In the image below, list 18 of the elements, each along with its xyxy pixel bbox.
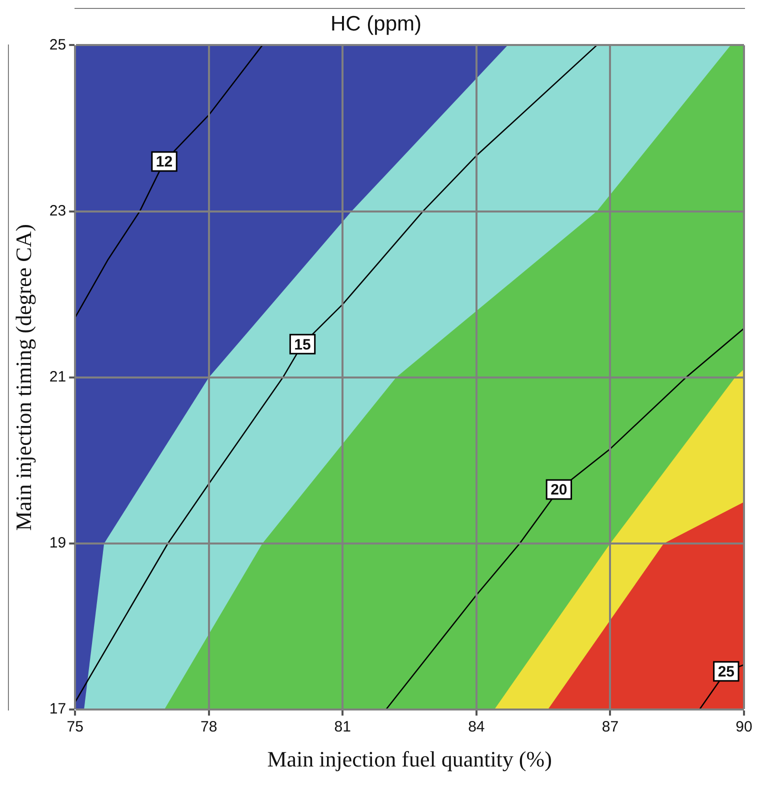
y-tick-label: 25	[49, 36, 66, 54]
x-tick-label: 87	[602, 718, 619, 736]
x-tick-label: 84	[468, 718, 485, 736]
x-axis-title: Main injection fuel quantity (%)	[267, 746, 552, 772]
y-tick-label: 17	[49, 700, 66, 718]
chart-title: HC (ppm)	[330, 12, 422, 36]
series-label: 15	[294, 336, 311, 354]
series-label: 12	[156, 154, 173, 171]
y-axis-title: Main injection timing (degree CA)	[10, 224, 36, 531]
y-tick-label: 21	[49, 368, 66, 386]
y-tick-label: 23	[49, 202, 66, 220]
y-tick-label: 19	[49, 534, 66, 552]
x-tick-label: 78	[200, 718, 218, 736]
x-tick-label: 75	[66, 718, 84, 736]
x-tick-label: 81	[334, 718, 351, 736]
x-tick-label: 90	[736, 718, 752, 736]
series-label: 20	[550, 482, 568, 499]
series-label: 25	[718, 664, 735, 681]
